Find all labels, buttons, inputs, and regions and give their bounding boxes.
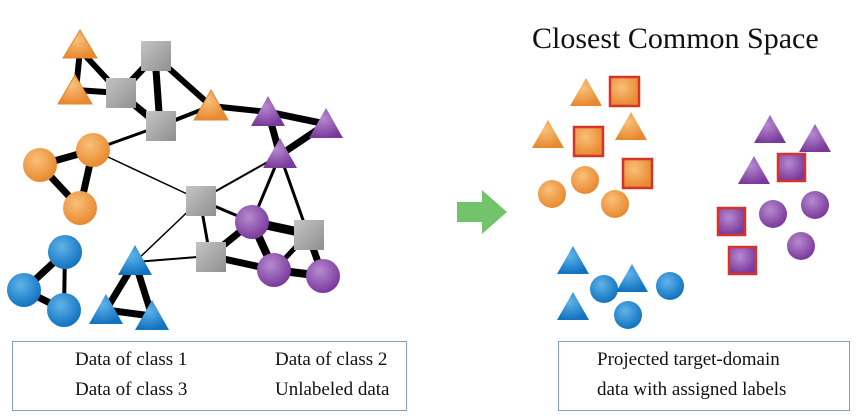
legend-class2-label: Data of class 2: [275, 349, 388, 370]
class3-nodes: [7, 235, 169, 330]
class3-triangle: [89, 294, 123, 324]
class2-circle: [759, 200, 787, 228]
legend-projected-line1: Projected target-domain: [597, 349, 780, 370]
unlabeled-square: [141, 41, 171, 71]
legend-class3-label: Data of class 3: [75, 379, 188, 400]
class2-triangle: [309, 108, 343, 138]
class1-circle: [23, 148, 57, 182]
class3-triangle: [557, 292, 589, 320]
common-space-class3: [557, 246, 684, 329]
class2-triangle: [263, 138, 297, 168]
legend-class1-label: Data of class 1: [75, 349, 188, 370]
common-space-title: Closest Common Space: [532, 22, 819, 55]
class2-triangle: [754, 115, 786, 143]
unlabeled-square: [146, 111, 176, 141]
class2-triangle: [738, 156, 770, 184]
legend-unlabeled-label: Unlabeled data: [275, 379, 390, 400]
class2-triangle: [799, 124, 831, 152]
projected-class1-square: [621, 157, 654, 190]
class1-triangle: [62, 29, 98, 59]
unlabeled-square: [294, 220, 324, 250]
class3-triangle: [557, 246, 589, 274]
class1-circle: [63, 191, 97, 225]
class1-nodes: [23, 29, 229, 225]
class3-circle: [7, 273, 41, 307]
class2-circle: [306, 259, 340, 293]
class3-triangle: [135, 300, 169, 330]
class2-circle: [801, 191, 829, 219]
class2-circle: [787, 232, 815, 260]
legend-classes: Data of class 1 Data of class 2 Data of …: [12, 341, 407, 411]
class3-circle: [656, 272, 684, 300]
projected-class2-square: [727, 245, 758, 276]
unlabeled-nodes: [106, 41, 324, 272]
class1-triangle: [615, 112, 647, 140]
class2-circle: [235, 205, 269, 239]
class1-triangle: [193, 88, 229, 121]
class1-triangle: [532, 120, 564, 148]
class2-circle: [257, 253, 291, 287]
transform-arrow-icon: [457, 190, 507, 234]
class3-triangle: [616, 264, 648, 292]
projected-class2-square: [776, 152, 807, 183]
legend-projected: Projected target-domain data with assign…: [558, 341, 850, 411]
class3-circle: [47, 293, 81, 327]
class3-circle: [614, 301, 642, 329]
class1-circle: [601, 190, 629, 218]
class1-circle: [538, 180, 566, 208]
class3-circle: [48, 235, 82, 269]
unlabeled-square: [106, 78, 136, 108]
class2-nodes: [235, 96, 343, 293]
class2-triangle: [251, 96, 285, 126]
common-space-class1: [532, 75, 654, 218]
common-space-class2: [716, 115, 831, 276]
class3-circle: [590, 275, 618, 303]
unlabeled-square: [186, 186, 216, 216]
projected-class1-square: [572, 125, 605, 158]
unlabeled-square: [196, 242, 226, 272]
class3-triangle: [118, 245, 152, 275]
projected-class2-square: [716, 206, 747, 237]
class1-triangle: [570, 78, 602, 106]
projected-class1-square: [608, 75, 641, 108]
class1-circle: [571, 166, 599, 194]
legend-projected-line2: data with assigned labels: [597, 379, 787, 400]
class1-circle: [76, 133, 110, 167]
class1-triangle: [57, 74, 93, 105]
